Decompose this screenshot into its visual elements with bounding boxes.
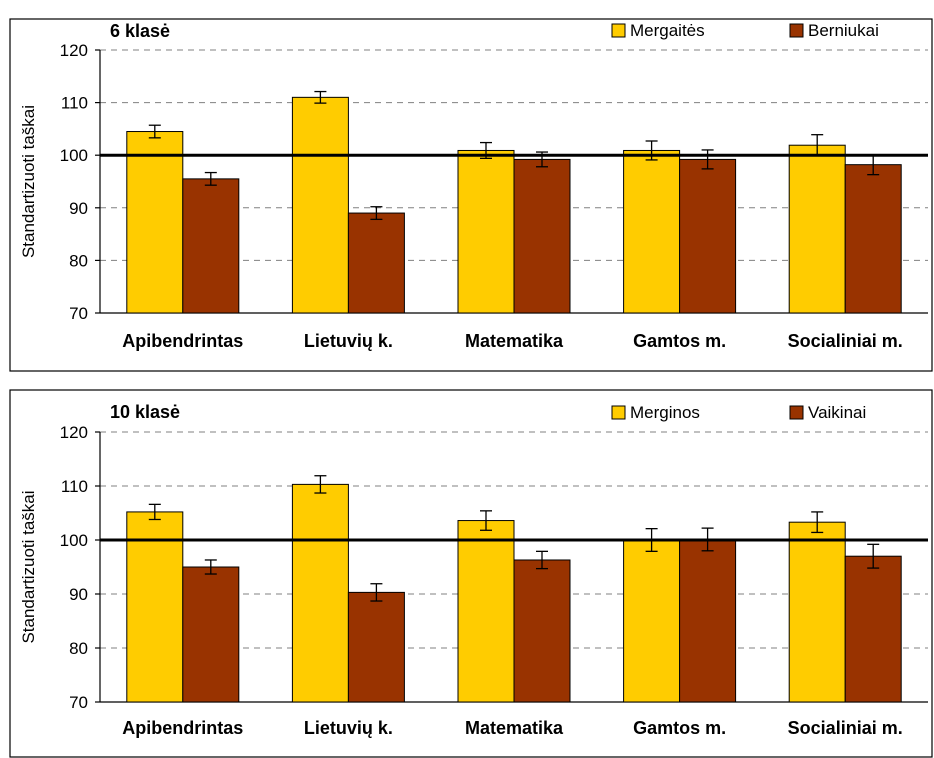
bar-vaikinai-apibendrintas [182, 566, 240, 703]
error-bar-vaikinai-apibendrintas [204, 559, 217, 575]
bar-berniukai-matematika [513, 158, 571, 314]
legend-label-berniukai: Berniukai [808, 21, 879, 40]
y-tick-label: 110 [61, 477, 88, 496]
panel-title: 6 klasė [110, 21, 170, 41]
category-label-apibendrintas: Apibendrintas [122, 718, 243, 738]
legend-label-mergaites: Mergaitės [630, 21, 705, 40]
bar-berniukai-socialiniai-m [844, 164, 902, 314]
error-bar-vaikinai-socialiniai-m [867, 543, 880, 569]
legend-label-vaikinai: Vaikinai [808, 403, 866, 422]
bar-berniukai-apibendrintas [182, 178, 240, 314]
error-bar-mergaites-gamtos-m [645, 140, 658, 161]
category-label-socialiniai-m: Socialiniai m. [788, 331, 903, 351]
category-label-matematika: Matematika [465, 331, 564, 351]
chart-panel-2: 70 80 90 100 110 120 Standartizuoti taškai Apib… [9, 389, 933, 758]
bar-vaikinai-socialiniai-m [844, 555, 902, 703]
bar-merginos-gamtos-m [623, 539, 681, 703]
y-tick-label: 80 [69, 639, 88, 658]
y-tick-label: 110 [61, 94, 88, 113]
category-label-lietuviu-k: Lietuvių k. [304, 331, 393, 351]
error-bar-mergaites-apibendrintas [148, 124, 161, 139]
error-bar-merginos-apibendrintas [148, 503, 161, 521]
bar-merginos-lietuviu-k [291, 483, 349, 703]
error-bar-vaikinai-matematika [536, 550, 548, 570]
panel-title: 10 klasė [110, 402, 180, 422]
category-label-matematika: Matematika [465, 718, 564, 738]
legend-swatch-vaikinai [789, 405, 804, 420]
y-tick-label: 70 [69, 304, 88, 323]
bar-mergaites-lietuviu-k [291, 96, 349, 314]
y-tick-label: 80 [69, 251, 88, 270]
bar-merginos-apibendrintas [126, 511, 184, 703]
category-label-gamtos-m: Gamtos m. [633, 331, 726, 351]
legend-swatch-berniukai [789, 23, 804, 38]
error-bar-mergaites-lietuviu-k [314, 90, 327, 104]
legend: Mergaitės Berniukai [611, 21, 879, 40]
y-tick-label: 100 [60, 146, 88, 165]
bar-mergaites-matematika [457, 149, 515, 314]
legend: Merginos Vaikinai [611, 403, 866, 422]
category-label-gamtos-m: Gamtos m. [633, 718, 726, 738]
legend-label-merginos: Merginos [630, 403, 700, 422]
bar-mergaites-apibendrintas [126, 131, 184, 314]
y-tick-label: 120 [60, 41, 88, 60]
y-tick-label: 100 [60, 531, 88, 550]
bar-vaikinai-gamtos-m [679, 538, 737, 703]
bar-mergaites-gamtos-m [623, 149, 681, 314]
bar-mergaites-socialiniai-m [788, 144, 846, 314]
y-tick-label: 70 [69, 693, 88, 712]
bar-berniukai-lietuviu-k [347, 212, 405, 314]
error-bar-merginos-matematika [480, 510, 492, 531]
category-label-socialiniai-m: Socialiniai m. [788, 718, 903, 738]
error-bar-berniukai-gamtos-m [701, 149, 714, 170]
bar-vaikinai-lietuviu-k [347, 591, 405, 703]
error-bar-merginos-lietuviu-k [314, 475, 327, 494]
error-bar-berniukai-apibendrintas [204, 171, 217, 186]
bar-merginos-socialiniai-m [788, 521, 846, 703]
legend-swatch-mergaites [611, 23, 626, 38]
y-axis-title: Standartizuoti taškai [19, 490, 38, 643]
chart-panel-1: 70 80 90 100 110 120 Standartizuoti taškai Apib… [9, 18, 933, 372]
bar-vaikinai-matematika [513, 559, 571, 703]
error-bar-berniukai-lietuviu-k [370, 206, 383, 221]
bar-berniukai-gamtos-m [679, 158, 737, 314]
bar-merginos-matematika [457, 520, 515, 703]
y-axis-title: Standartizuoti taškai [19, 105, 38, 258]
legend-swatch-merginos [611, 405, 626, 420]
error-bar-merginos-socialiniai-m [811, 511, 824, 534]
category-label-apibendrintas: Apibendrintas [122, 331, 243, 351]
category-label-lietuviu-k: Lietuvių k. [304, 718, 393, 738]
error-bar-vaikinai-lietuviu-k [370, 583, 383, 602]
y-tick-label: 120 [60, 423, 88, 442]
y-tick-label: 90 [69, 199, 88, 218]
y-tick-label: 90 [69, 585, 88, 604]
